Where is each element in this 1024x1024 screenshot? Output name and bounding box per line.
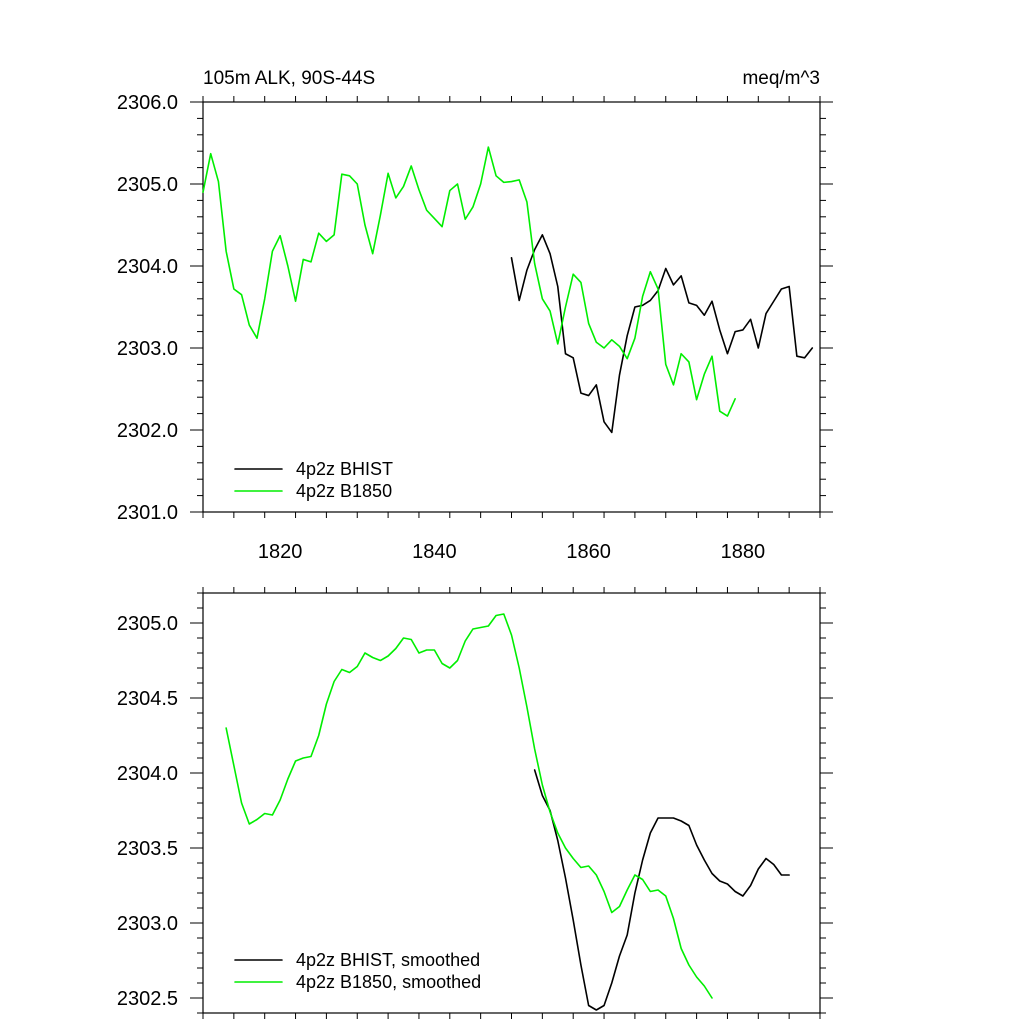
legend-label-bhist: 4p2z BHIST [296, 459, 393, 479]
y-tick-label: 2306.0 [117, 92, 178, 114]
x-tick-label: 1820 [258, 541, 303, 563]
y-tick-label: 2304.5 [117, 688, 178, 710]
bottom-axis-ticks [190, 587, 833, 1019]
y-tick-label: 2303.5 [117, 838, 178, 860]
y-tick-label: 2304.0 [117, 256, 178, 278]
y-tick-label: 2302.0 [117, 420, 178, 442]
top-panel-units: meq/m^3 [742, 68, 820, 89]
top-axis-ticks [190, 96, 833, 518]
y-tick-label: 2303.0 [117, 913, 178, 935]
legend-label-bhist-smoothed: 4p2z BHIST, smoothed [296, 950, 480, 970]
top-plot-frame [202, 101, 821, 513]
legend-label-b1850-smoothed: 4p2z B1850, smoothed [296, 972, 481, 992]
series-line-b1850 [225, 613, 713, 999]
bottom-legend: 4p2z BHIST, smoothed 4p2z B1850, smoothe… [234, 950, 481, 992]
top-legend: 4p2z BHIST 4p2z B1850 [234, 459, 393, 501]
y-tick-label: 2305.0 [117, 613, 178, 635]
series-line-bhist [533, 769, 790, 1011]
bottom-series [225, 613, 790, 1011]
x-tick-label: 1880 [721, 541, 766, 563]
top-panel: 105m ALK, 90S-44S meq/m^3 2301.02302.023… [117, 68, 833, 563]
y-tick-label: 2302.5 [117, 988, 178, 1010]
series-line-bhist [510, 234, 814, 434]
y-tick-label: 2305.0 [117, 174, 178, 196]
bottom-axis-labels: 2302.5 2303.0 2303.5 2304.0 2304.5 2305.0 [117, 613, 178, 1010]
series-line-b1850 [202, 146, 736, 417]
bottom-panel: 2302.5 2303.0 2303.5 2304.0 2304.5 2305.0 4p2… [117, 587, 833, 1019]
x-tick-label: 1840 [412, 541, 457, 563]
y-tick-label: 2304.0 [117, 763, 178, 785]
top-series [202, 146, 814, 434]
x-tick-label: 1860 [566, 541, 611, 563]
y-tick-label: 2301.0 [117, 502, 178, 524]
legend-label-b1850: 4p2z B1850 [296, 481, 392, 501]
top-panel-title: 105m ALK, 90S-44S [203, 68, 375, 89]
y-tick-label: 2303.0 [117, 338, 178, 360]
top-axis-labels: 2301.0 2302.0 2303.0 2304.0 2305.0 2306.0 1820… [117, 92, 765, 563]
